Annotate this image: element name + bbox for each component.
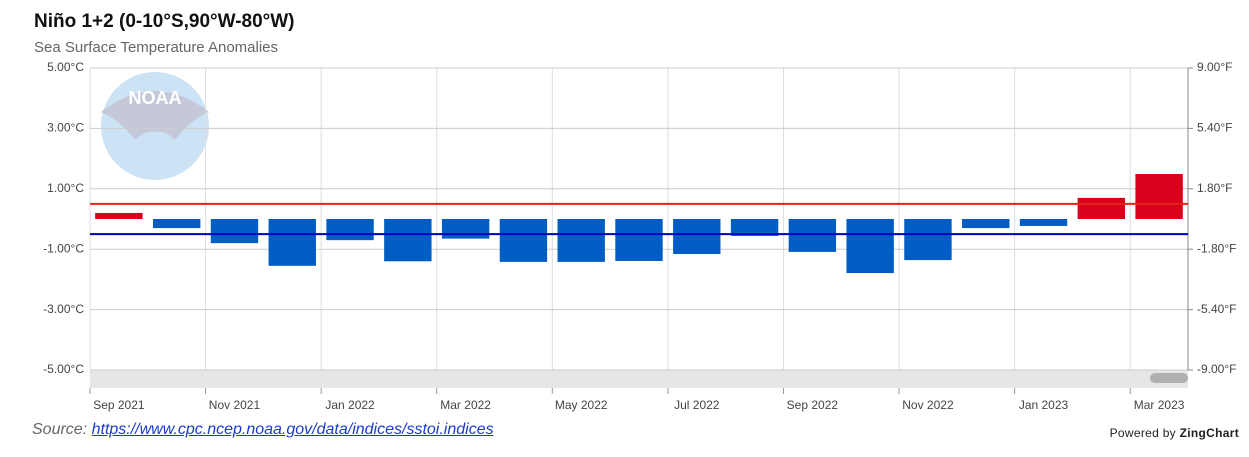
x-tick-label: Mar 2022 [440, 398, 491, 412]
y2-tick-label: 5.40°F [1197, 121, 1232, 135]
source-label: Source: [32, 421, 88, 438]
bar [615, 219, 663, 261]
y2-tick-label: -9.00°F [1197, 362, 1236, 376]
chart: Niño 1+2 (0-10°S,90°W-80°W) Sea Surface … [34, 11, 1236, 412]
credit-brand: ZingChart [1179, 426, 1239, 440]
y-tick-label: -3.00°C [43, 302, 84, 316]
x-tick-label: Nov 2022 [902, 398, 954, 412]
y2-tick-label: 1.80°F [1197, 181, 1232, 195]
y-tick-label: 5.00°C [47, 60, 84, 74]
watermark-logo: NOAA [101, 72, 209, 180]
x-tick-label: Mar 2023 [1134, 398, 1185, 412]
bar [904, 219, 952, 261]
bar [1077, 197, 1126, 219]
bar [268, 219, 316, 266]
bar [210, 219, 259, 244]
bar [152, 219, 201, 229]
chart-title: Niño 1+2 (0-10°S,90°W-80°W) [34, 11, 295, 32]
bar [788, 219, 837, 252]
bar [95, 212, 143, 219]
x-tick-label: Jan 2022 [325, 398, 375, 412]
bar [441, 219, 490, 239]
watermark-text: NOAA [129, 88, 182, 108]
y2-tick-label: -5.40°F [1197, 302, 1236, 316]
x-tick-label: Jan 2023 [1019, 398, 1069, 412]
credit: Powered by ZingChart [1110, 426, 1239, 440]
chart-subtitle: Sea Surface Temperature Anomalies [34, 39, 278, 56]
bar [1019, 219, 1068, 226]
bar [1135, 174, 1183, 219]
bar [326, 219, 374, 241]
y-tick-label: -5.00°C [43, 362, 84, 376]
x-tick-label: Sep 2021 [93, 398, 145, 412]
source: Source: https://www.cpc.ncep.noaa.gov/da… [32, 421, 494, 439]
scroll-thumb[interactable] [1150, 373, 1188, 383]
x-tick-label: May 2022 [555, 398, 608, 412]
bar [673, 219, 721, 255]
bar [846, 219, 894, 274]
x-tick-label: Jul 2022 [674, 398, 720, 412]
y2-tick-label: 9.00°F [1197, 60, 1232, 74]
bar [730, 219, 779, 236]
bar [962, 219, 1010, 229]
credit-label: Powered by [1109, 426, 1176, 440]
bar [557, 219, 605, 262]
bar [499, 219, 548, 262]
source-link[interactable]: https://www.cpc.ncep.noaa.gov/data/indic… [91, 421, 494, 438]
x-tick-label: Sep 2022 [787, 398, 839, 412]
y-tick-label: -1.00°C [43, 241, 84, 255]
y-tick-label: 3.00°C [47, 121, 84, 135]
scroll-track [90, 370, 1188, 388]
y-tick-label: 1.00°C [47, 181, 84, 195]
y2-tick-label: -1.80°F [1197, 241, 1236, 255]
x-tick-label: Nov 2021 [209, 398, 261, 412]
bar [384, 219, 432, 262]
